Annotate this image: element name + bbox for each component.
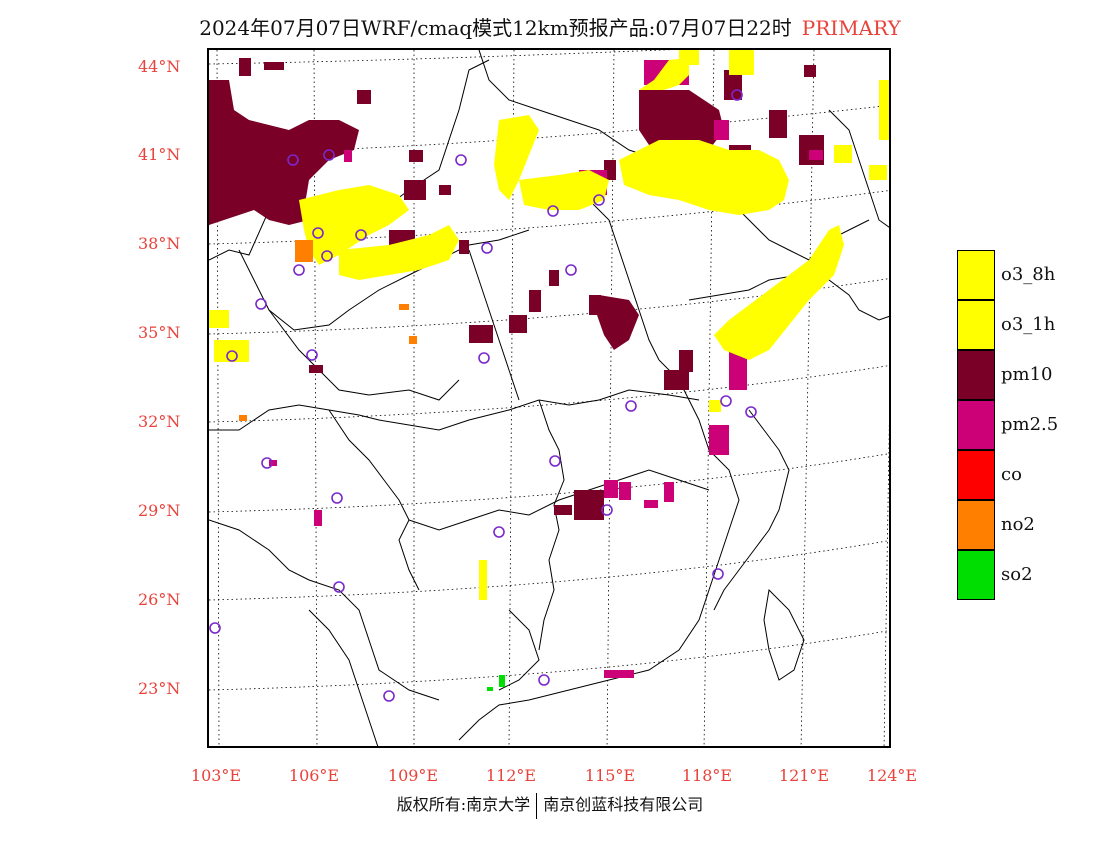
lat-label-23: 23°N	[138, 679, 181, 698]
primary-tag: PRIMARY	[801, 16, 901, 40]
lat-label-44: 44°N	[138, 57, 181, 76]
lat-label-26: 26°N	[138, 590, 181, 609]
legend-label: pm2.5	[1001, 414, 1059, 435]
lon-label-118: 118°E	[681, 766, 733, 785]
map-frame	[207, 48, 891, 748]
no2-areas	[239, 240, 417, 421]
lon-label-112: 112°E	[485, 766, 537, 785]
legend-swatch	[957, 250, 995, 300]
legend-label: no2	[1001, 514, 1035, 535]
legend-label: o3_8h	[1001, 264, 1056, 285]
legend-label: co	[1001, 464, 1022, 485]
lat-label-32: 32°N	[138, 412, 181, 431]
legend-swatch	[957, 550, 995, 600]
copyright-footer: 版权所有:南京大学 南京创蓝科技有限公司	[0, 791, 1100, 819]
footer-left: 版权所有:南京大学	[396, 795, 531, 814]
map-title: 2024年07月07日WRF/cmaq模式12km预报产品:07月07日22时 P…	[0, 12, 1100, 41]
legend-label: o3_1h	[1001, 314, 1056, 335]
map-canvas	[209, 50, 889, 746]
title-text: 2024年07月07日WRF/cmaq模式12km预报产品:07月07日22时	[199, 16, 792, 40]
legend-label: pm10	[1001, 364, 1053, 385]
lon-label-115: 115°E	[584, 766, 636, 785]
legend-label: so2	[1001, 564, 1033, 585]
so2-areas	[487, 675, 505, 691]
lon-label-121: 121°E	[778, 766, 830, 785]
lat-label-35: 35°N	[138, 323, 181, 342]
lat-label-29: 29°N	[138, 501, 181, 520]
station-markers	[209, 89, 757, 702]
lat-label-38: 38°N	[138, 234, 181, 253]
lon-label-109: 109°E	[387, 766, 439, 785]
lat-label-41: 41°N	[138, 145, 181, 164]
lon-label-103: 103°E	[190, 766, 242, 785]
footer-right: 南京创蓝科技有限公司	[543, 795, 704, 814]
footer-divider	[536, 792, 538, 819]
lon-label-124: 124°E	[866, 766, 918, 785]
legend-swatch	[957, 300, 995, 350]
legend-swatch	[957, 400, 995, 450]
legend-swatch	[957, 450, 995, 500]
legend-swatch	[957, 350, 995, 400]
o3-areas	[209, 50, 889, 600]
pm10-areas	[209, 58, 824, 520]
lon-label-106: 106°E	[288, 766, 340, 785]
legend-swatch	[957, 500, 995, 550]
